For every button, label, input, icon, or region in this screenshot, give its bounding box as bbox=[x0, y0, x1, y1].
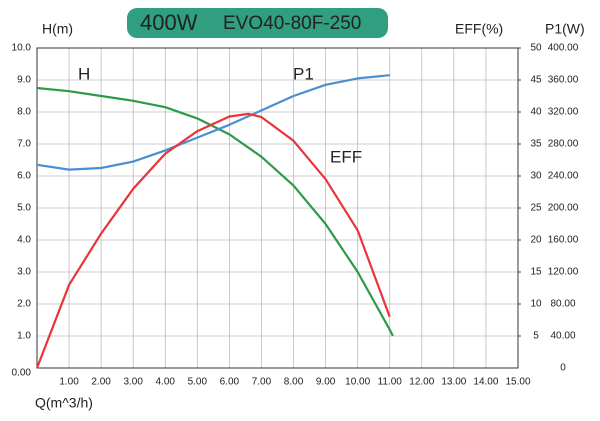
y2-tick-label: 40 bbox=[530, 107, 542, 118]
x-tick-label: 3.00 bbox=[123, 377, 143, 388]
x-axis-label: Q(m^3/h) bbox=[35, 395, 93, 411]
series-label: P1 bbox=[293, 64, 314, 83]
x-tick-label: 5.00 bbox=[188, 377, 208, 388]
y-tick-label: 8.0 bbox=[17, 107, 31, 118]
y2-tick-label: 25 bbox=[530, 203, 542, 214]
series-line bbox=[36, 86, 394, 337]
y3-tick-label: 120.00 bbox=[548, 267, 579, 278]
x-tick-label: 12.00 bbox=[409, 377, 434, 388]
y3-tick-label: 200.00 bbox=[548, 203, 579, 214]
x-tick-label: 4.00 bbox=[156, 377, 176, 388]
chart-subtitle: EVO40-80F-250 bbox=[223, 13, 361, 34]
y3-tick-label: 280.00 bbox=[548, 139, 579, 150]
title-box bbox=[127, 8, 388, 38]
y3-tick-label: 240.00 bbox=[548, 171, 579, 182]
x-tick-label: 13.00 bbox=[441, 377, 466, 388]
y2-tick-label: 30 bbox=[530, 171, 542, 182]
y-tick-label: 10.0 bbox=[12, 43, 32, 54]
y-tick-label: 5.0 bbox=[17, 203, 31, 214]
x-tick-label: 14.00 bbox=[473, 377, 498, 388]
y2-tick-label: 35 bbox=[530, 139, 542, 150]
x-tick-label: 9.00 bbox=[316, 377, 336, 388]
y3-tick-label: 80.00 bbox=[550, 299, 575, 310]
y2-tick-label: 10 bbox=[530, 299, 542, 310]
y2-axis-label: EFF(%) bbox=[455, 21, 503, 37]
chart-title: 400W bbox=[140, 10, 198, 35]
y-tick-label: 4.0 bbox=[17, 235, 31, 246]
x-tick-label: 8.00 bbox=[284, 377, 304, 388]
y2-tick-label: 50 bbox=[530, 43, 542, 54]
y-tick-label: 3.0 bbox=[17, 267, 31, 278]
y2-tick-label: 45 bbox=[530, 75, 542, 86]
x-tick-label: 11.00 bbox=[378, 377, 403, 388]
y2-tick-label: 15 bbox=[530, 267, 542, 278]
series-line bbox=[36, 74, 390, 171]
y3-tick-label: 360.00 bbox=[548, 75, 579, 86]
y3-tick-label: 40.00 bbox=[550, 331, 575, 342]
y3-tick-label: 0 bbox=[560, 363, 566, 374]
x-tick-label: 6.00 bbox=[220, 377, 240, 388]
y3-axis-label: P1(W) bbox=[545, 21, 585, 37]
series-line bbox=[35, 112, 391, 369]
y-tick-label: 2.0 bbox=[17, 299, 31, 310]
plot-border bbox=[36, 47, 519, 369]
y2-tick-label: 20 bbox=[530, 235, 542, 246]
y-tick-label: 0.00 bbox=[12, 368, 32, 379]
y-tick-label: 9.0 bbox=[17, 75, 31, 86]
series-label: EFF bbox=[330, 147, 362, 166]
y-tick-label: 7.0 bbox=[17, 139, 31, 150]
x-tick-label: 15.00 bbox=[505, 377, 530, 388]
y3-tick-label: 160.00 bbox=[548, 235, 579, 246]
x-tick-label: 7.00 bbox=[252, 377, 272, 388]
y-tick-label: 1.0 bbox=[17, 331, 31, 342]
y2-tick-label: 5 bbox=[533, 331, 539, 342]
y-tick-label: 6.0 bbox=[17, 171, 31, 182]
x-tick-label: 1.00 bbox=[59, 377, 79, 388]
series-label: H bbox=[78, 64, 90, 83]
y-axis-label: H(m) bbox=[42, 21, 73, 37]
x-tick-label: 10.00 bbox=[345, 377, 370, 388]
x-tick-label: 2.00 bbox=[91, 377, 111, 388]
y3-tick-label: 400.00 bbox=[548, 43, 579, 54]
y3-tick-label: 320.00 bbox=[548, 107, 579, 118]
